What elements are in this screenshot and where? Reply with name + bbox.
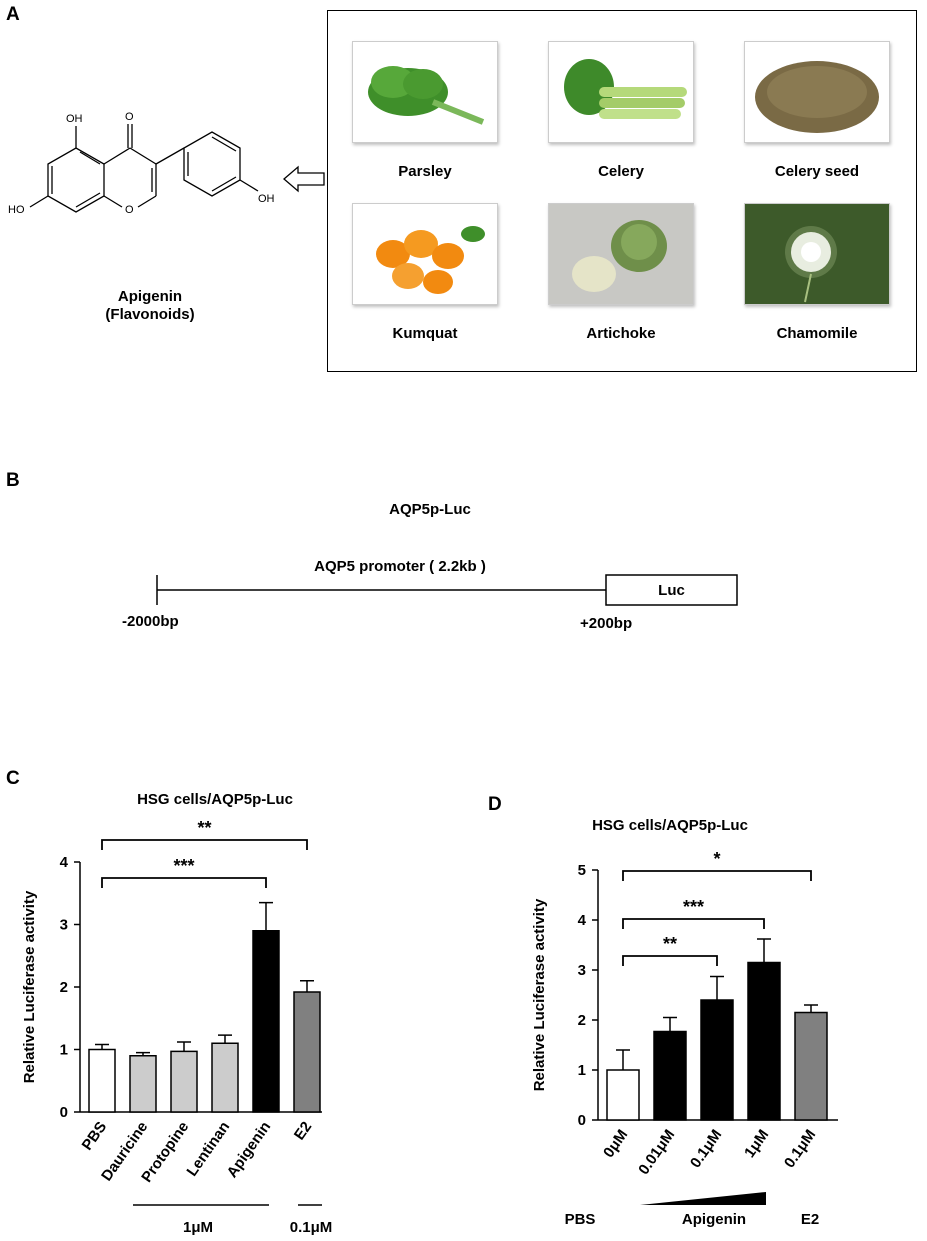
food-label: Chamomile [776,325,858,342]
construct-diagram [156,574,738,606]
x-tick-label: 0μM [600,1127,631,1161]
y-tick-label: 0 [578,1112,586,1129]
source-arrow-icon [283,165,325,193]
group-label: 1μM [183,1219,213,1236]
y-tick-label: 1 [578,1062,586,1079]
significance-label: ** [197,818,211,838]
group-label: Apigenin [682,1211,746,1228]
atom-label: O [125,111,134,123]
food-label: Artichoke [586,325,656,342]
atom-label: O [125,204,134,216]
molecule-class: (Flavonoids) [105,306,195,323]
bar [170,1050,198,1113]
x-tick-label: E2 [291,1119,315,1144]
significance-label: ** [663,934,677,954]
y-axis-label: Relative Luciferase activity [531,898,548,1091]
significance-bracket [622,955,718,966]
bar [293,991,321,1113]
bar [211,1042,239,1113]
artichoke-image [548,203,694,305]
group-label: E2 [801,1211,819,1228]
chart-c: HSG cells/AQP5p-Luc Relative Luciferase a… [21,791,333,1236]
panel-letter-c: C [6,768,20,789]
panel-letter-d: D [488,794,502,815]
promoter-label: AQP5 promoter ( 2.2kb ) [314,558,486,575]
x-tick-label: 0.1μM [781,1127,819,1172]
y-tick-label: 3 [60,917,68,934]
chart-title: HSG cells/AQP5p-Luc [137,791,293,808]
bar [606,1069,640,1121]
apigenin-structure: OH O HO O OH [8,111,275,216]
bar [252,930,280,1113]
y-tick-label: 3 [578,962,586,979]
food-item-celery-seed: Celery seed [744,41,890,180]
construct-title: AQP5p-Luc [389,501,471,518]
y-tick-label: 2 [578,1012,586,1029]
significance-bracket [101,877,267,888]
food-sources-box: Parsley Celery Celery seed [327,10,917,372]
y-tick-label: 4 [60,854,69,871]
panel-letter-b: B [6,470,20,491]
chamomile-image [744,203,890,305]
luc-label: Luc [658,582,685,599]
bar [794,1011,828,1121]
food-label: Celery [598,163,644,180]
y-tick-label: 4 [578,912,587,929]
bar [747,961,781,1121]
kumquat-image [352,203,498,305]
food-item-celery: Celery [548,41,694,180]
x-tick-label: PBS [79,1119,111,1154]
bar [129,1055,157,1113]
y-tick-label: 0 [60,1104,68,1121]
significance-bracket [101,839,308,850]
significance-label: *** [683,897,704,917]
x-tick-label: 1μM [741,1127,772,1161]
significance-bracket [622,918,765,929]
atom-label: OH [66,113,83,125]
molecule-name: Apigenin [117,288,183,305]
y-tick-label: 1 [60,1042,68,1059]
end-label: +200bp [580,615,633,632]
bar [653,1030,687,1121]
atom-label: HO [8,204,25,216]
chart-d: HSG cells/AQP5p-Luc Relative Luciferase a… [531,817,838,1228]
start-label: -2000bp [122,613,179,630]
significance-bracket [622,870,812,881]
food-label: Kumquat [392,325,458,342]
significance-label: * [713,849,720,869]
bar [700,999,734,1121]
bar [88,1048,116,1113]
food-label: Celery seed [774,163,860,180]
group-label: 0.1μM [290,1219,333,1236]
significance-label: *** [173,856,194,876]
celery-seed-image [744,41,890,143]
atom-label: OH [258,193,275,205]
food-item-artichoke: Artichoke [548,203,694,342]
concentration-wedge [640,1192,766,1205]
y-tick-label: 5 [578,862,586,879]
panel-letter-a: A [6,4,20,25]
food-item-kumquat: Kumquat [352,203,498,342]
x-tick-label: 0.01μM [635,1127,678,1178]
y-tick-label: 2 [60,979,68,996]
parsley-image [352,41,498,143]
group-label: PBS [565,1211,596,1228]
x-tick-label: 0.1μM [687,1127,725,1172]
y-axis-label: Relative Luciferase activity [21,890,38,1083]
luc-box [605,574,738,606]
chart-title: HSG cells/AQP5p-Luc [592,817,748,834]
food-label: Parsley [398,163,452,180]
food-item-chamomile: Chamomile [744,203,890,342]
celery-image [548,41,694,143]
food-item-parsley: Parsley [352,41,498,180]
